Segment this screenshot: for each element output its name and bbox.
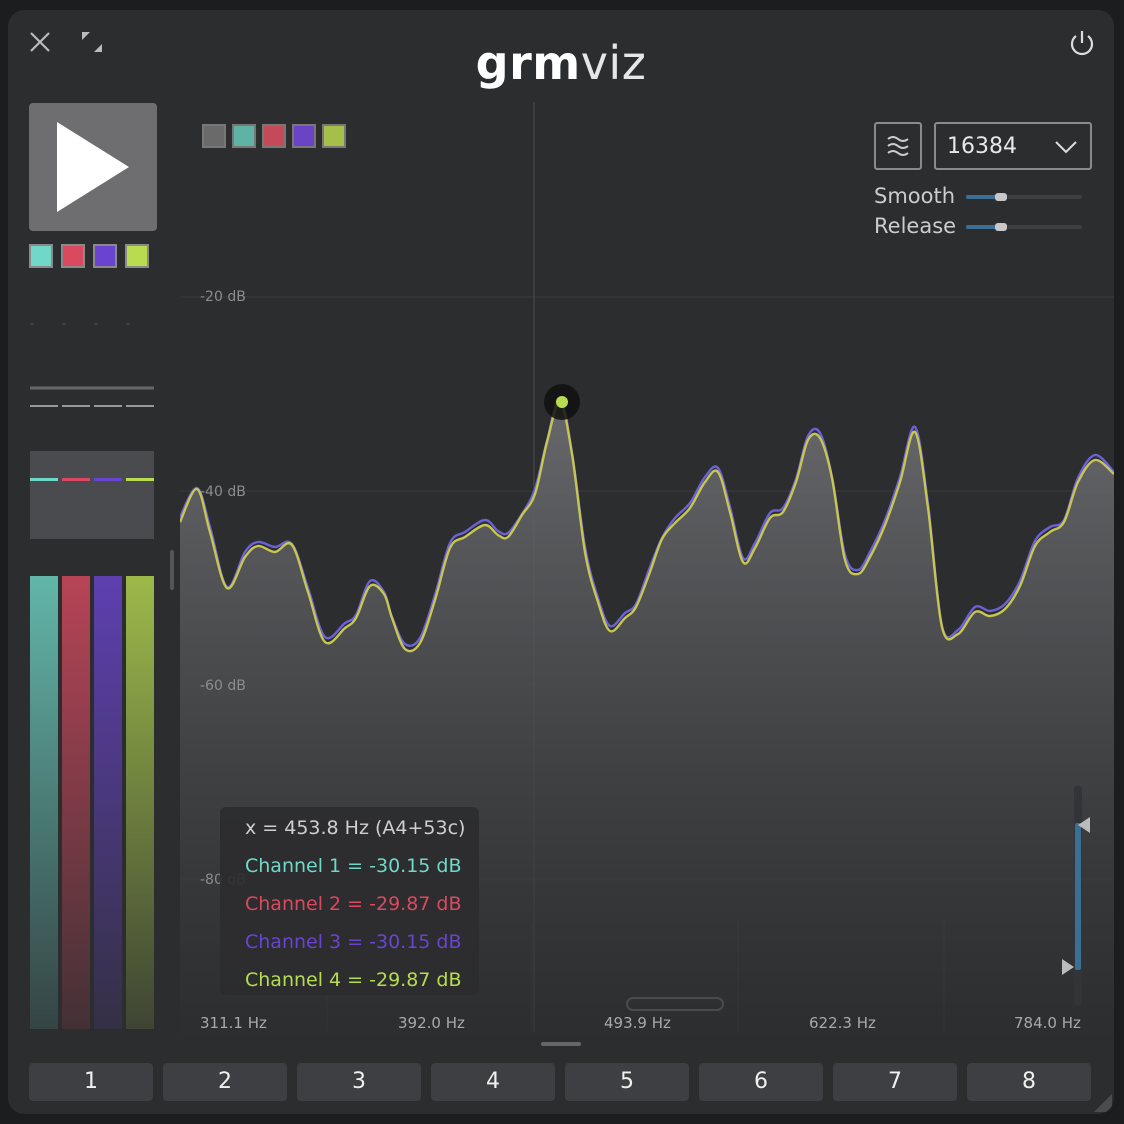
fft-size-value: 16384 — [947, 134, 1017, 159]
release-label: Release — [874, 214, 957, 238]
play-button[interactable] — [29, 103, 157, 231]
play-icon — [57, 122, 129, 212]
release-slider-knob[interactable] — [994, 223, 1007, 231]
tooltip-channel-2: Channel 2 = -29.87 dB — [245, 893, 462, 915]
tooltip-channel-3: Channel 3 = -30.15 dB — [245, 931, 462, 953]
range-top-handle-icon[interactable] — [1076, 816, 1090, 834]
app-title-bold: grm — [475, 36, 581, 90]
legend-square-2[interactable] — [262, 124, 286, 148]
channel-button-7[interactable]: 7 — [833, 1063, 957, 1101]
db-tick-label: -60 dB — [200, 678, 246, 694]
level-meters — [30, 451, 154, 1029]
hz-tick-label: 622.3 Hz — [809, 1014, 876, 1032]
smooth-slider[interactable] — [966, 193, 1082, 201]
spectrum-line-channel-4 — [180, 400, 1114, 653]
channel-button-3[interactable]: 3 — [297, 1063, 421, 1101]
channel-toggle-4[interactable] — [125, 244, 149, 268]
hz-tick-label: 493.9 Hz — [604, 1014, 671, 1032]
release-slider[interactable] — [966, 223, 1082, 231]
channel-button-8[interactable]: 8 — [967, 1063, 1091, 1101]
meter-peak-2 — [62, 478, 90, 481]
app-title: grmviz — [8, 36, 1114, 90]
release-slider-fill — [966, 225, 1001, 229]
sidebar-splitter[interactable] — [170, 550, 174, 590]
meter-bar-1 — [30, 576, 58, 1029]
bottom-splitter[interactable] — [541, 1042, 581, 1046]
channel-toggle-1[interactable] — [29, 244, 53, 268]
channel-toggle-3[interactable] — [93, 244, 117, 268]
legend-square-4[interactable] — [322, 124, 346, 148]
smooth-slider-fill — [966, 195, 1001, 199]
hz-tick-label: 392.0 Hz — [398, 1014, 465, 1032]
channel-button-1[interactable]: 1 — [29, 1063, 153, 1101]
channel-button-4[interactable]: 4 — [431, 1063, 555, 1101]
channel-button-2[interactable]: 2 — [163, 1063, 287, 1101]
fft-size-dropdown[interactable]: 16384 — [934, 122, 1092, 170]
resize-icon[interactable] — [80, 30, 104, 54]
app-window: grmviz — [8, 10, 1114, 1114]
legend-square-1[interactable] — [232, 124, 256, 148]
legend-square-0[interactable] — [202, 124, 226, 148]
meter-peak-1 — [30, 478, 58, 481]
range-fill — [1075, 823, 1081, 970]
chevron-down-icon — [1055, 141, 1077, 154]
power-icon[interactable] — [1068, 28, 1096, 58]
tooltip-channel-4: Channel 4 = -29.87 dB — [245, 969, 462, 991]
tooltip-channel-1: Channel 1 = -30.15 dB — [245, 855, 462, 877]
meter-headroom — [30, 451, 154, 539]
smooth-label: Smooth — [874, 184, 956, 208]
smooth-slider-knob[interactable] — [994, 193, 1007, 201]
meter-bar-3 — [94, 576, 122, 1029]
cursor-tooltip: x = 453.8 Hz (A4+53c) Channel 1 = -30.15… — [220, 807, 479, 995]
resize-grip-icon[interactable] — [1092, 1092, 1112, 1112]
horizontal-scroll-handle[interactable] — [626, 997, 724, 1011]
legend-square-3[interactable] — [292, 124, 316, 148]
range-bottom-handle-icon[interactable] — [1062, 958, 1076, 976]
meter-scale-lines — [30, 323, 154, 407]
app-title-light: viz — [580, 36, 647, 90]
cursor-point[interactable] — [556, 396, 568, 408]
hz-tick-label: 784.0 Hz — [1014, 1014, 1081, 1032]
hz-tick-label: 311.1 Hz — [200, 1014, 267, 1032]
db-tick-label: -20 dB — [200, 289, 246, 305]
mode-button[interactable] — [874, 122, 922, 170]
channel-button-6[interactable]: 6 — [699, 1063, 823, 1101]
waves-icon — [887, 136, 909, 156]
db-tick-label: -40 dB — [200, 484, 246, 500]
close-icon[interactable] — [28, 30, 52, 54]
channel-button-5[interactable]: 5 — [565, 1063, 689, 1101]
meter-bar-4 — [126, 576, 154, 1029]
meter-peak-3 — [94, 478, 122, 481]
tooltip-frequency: x = 453.8 Hz (A4+53c) — [245, 817, 466, 839]
meter-peak-4 — [126, 478, 154, 481]
meter-bar-2 — [62, 576, 90, 1029]
channel-toggle-2[interactable] — [61, 244, 85, 268]
